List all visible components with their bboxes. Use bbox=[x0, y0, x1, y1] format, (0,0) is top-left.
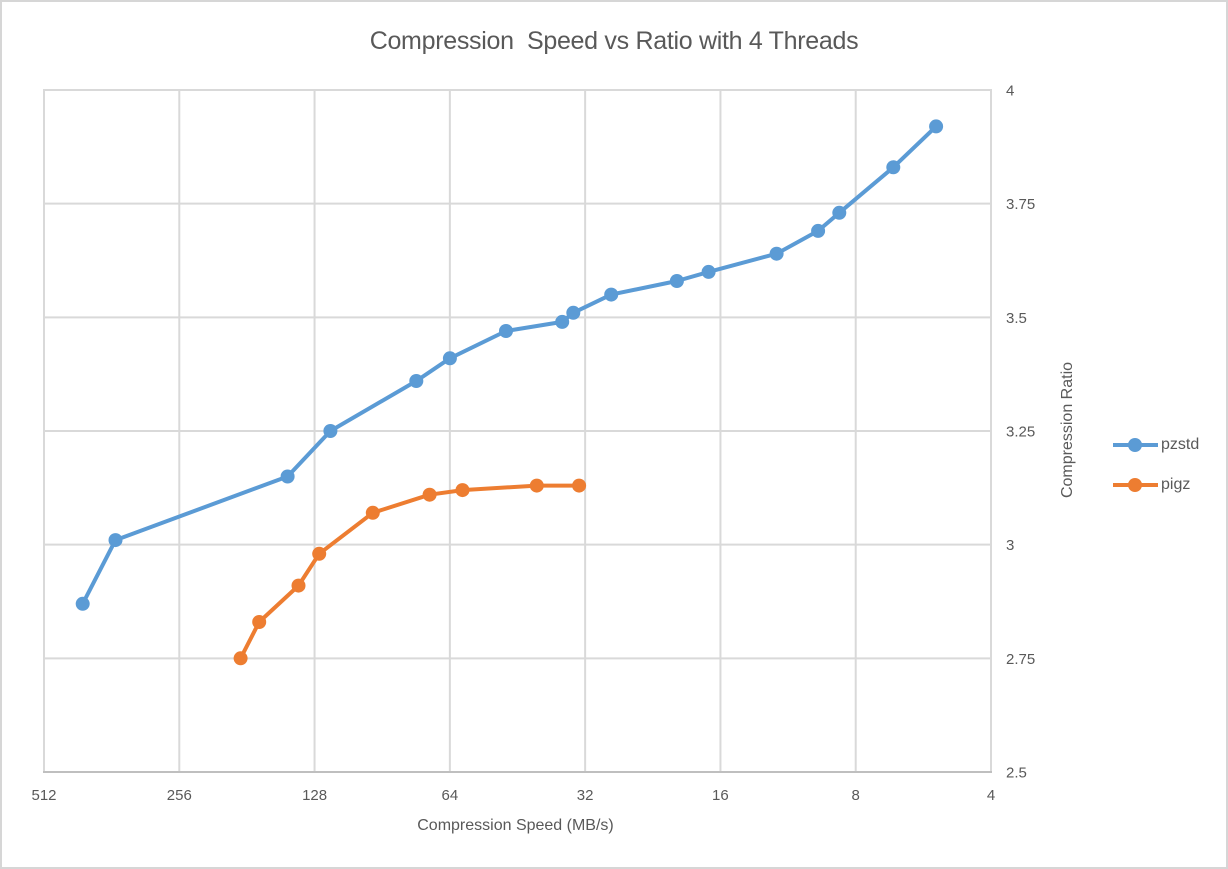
y-tick-label: 4 bbox=[1006, 83, 1014, 100]
y-tick-label: 3 bbox=[1006, 537, 1014, 554]
data-point-pzstd bbox=[108, 533, 123, 548]
chart-title: Compression Speed vs Ratio with 4 Thread… bbox=[369, 27, 859, 55]
data-point-pzstd bbox=[604, 287, 619, 302]
data-point-pzstd bbox=[669, 274, 684, 288]
data-point-pzstd bbox=[566, 305, 581, 320]
data-point-pigz bbox=[365, 505, 380, 520]
legend-label-pigz: pigz bbox=[1161, 476, 1191, 493]
data-point-pigz bbox=[529, 478, 544, 493]
y-tick-label: 3.25 bbox=[1006, 424, 1035, 441]
x-tick-label: 32 bbox=[577, 787, 594, 804]
legend-item-pigz: pigz bbox=[1112, 472, 1199, 498]
data-point-pigz bbox=[252, 615, 267, 629]
x-tick-label: 256 bbox=[167, 787, 192, 804]
data-point-pzstd bbox=[929, 119, 944, 134]
data-point-pzstd bbox=[499, 324, 513, 338]
data-point-pigz bbox=[233, 651, 248, 666]
y-tick-label: 2.5 bbox=[1006, 765, 1027, 782]
series-line-pzstd bbox=[80, 124, 939, 606]
data-point-pigz bbox=[455, 483, 470, 498]
data-point-pzstd bbox=[701, 264, 716, 279]
y-tick-label: 3.5 bbox=[1006, 310, 1027, 327]
data-point-pzstd bbox=[811, 223, 826, 238]
data-point-pzstd bbox=[555, 314, 570, 329]
legend-marker-icon bbox=[1128, 478, 1142, 492]
y-axis-label: Compression Ratio bbox=[1059, 361, 1076, 499]
data-point-pzstd bbox=[769, 246, 784, 261]
legend-item-pzstd: pzstd bbox=[1112, 432, 1199, 458]
series-line-pigz bbox=[238, 483, 582, 661]
x-tick-label: 128 bbox=[302, 787, 327, 804]
x-tick-label: 4 bbox=[987, 787, 995, 804]
data-point-pigz bbox=[312, 546, 327, 561]
data-point-pzstd bbox=[75, 596, 90, 611]
data-point-pzstd bbox=[886, 160, 901, 175]
x-axis-label: Compression Speed (MB/s) bbox=[417, 817, 614, 834]
x-tick-label: 64 bbox=[442, 787, 459, 804]
legend: pzstd pigz bbox=[1112, 432, 1199, 512]
x-tick-label: 512 bbox=[31, 787, 56, 804]
data-point-pigz bbox=[291, 578, 306, 593]
legend-marker-icon bbox=[1128, 438, 1142, 452]
data-point-pzstd bbox=[323, 424, 338, 438]
data-point-pzstd bbox=[442, 351, 457, 366]
legend-label-pzstd: pzstd bbox=[1161, 436, 1200, 453]
legend-swatch-pzstd bbox=[1113, 438, 1158, 452]
x-tick-label: 16 bbox=[712, 787, 729, 804]
legend-swatch-pigz bbox=[1113, 478, 1158, 492]
data-point-pigz bbox=[422, 487, 437, 502]
y-tick-label: 2.75 bbox=[1006, 651, 1035, 668]
y-tick-label: 3.75 bbox=[1006, 196, 1035, 213]
data-point-pigz bbox=[572, 478, 587, 493]
x-tick-label: 8 bbox=[852, 787, 860, 804]
data-point-pzstd bbox=[280, 469, 295, 484]
data-point-pzstd bbox=[832, 205, 847, 220]
data-point-pzstd bbox=[409, 374, 424, 388]
